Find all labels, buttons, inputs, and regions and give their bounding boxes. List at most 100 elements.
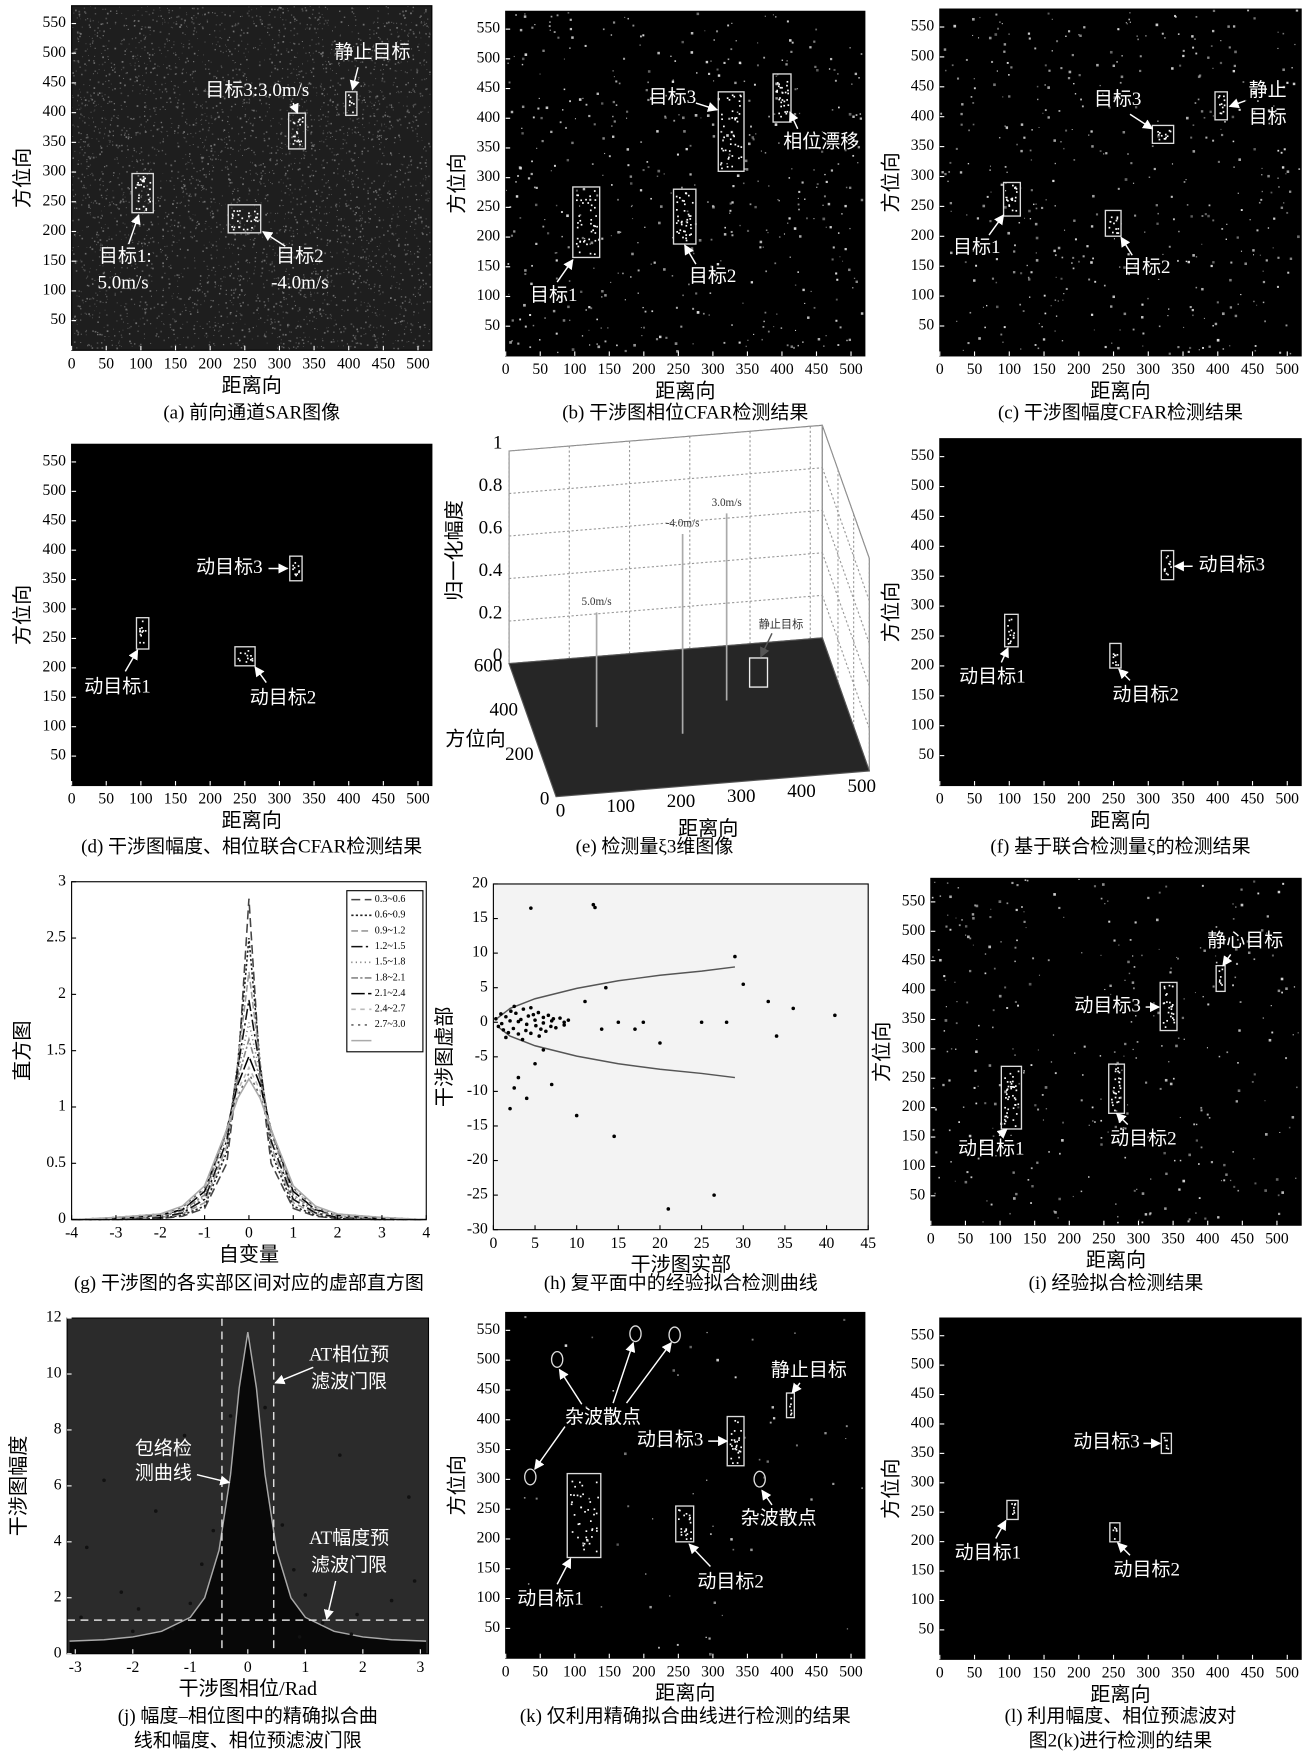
noise-dot (95, 48, 96, 49)
noise-dot (284, 28, 286, 30)
noise-dot (418, 313, 419, 314)
noise-dot (273, 306, 275, 308)
noise-dot (340, 242, 341, 243)
target-dot (592, 229, 594, 231)
noise-dot (750, 126, 752, 128)
noise-dot (145, 130, 146, 131)
noise-dot (251, 150, 252, 151)
noise-dot (231, 244, 232, 245)
noise-dot (358, 79, 359, 80)
noise-dot (428, 333, 429, 334)
noise-dot (144, 50, 145, 51)
noise-dot (404, 333, 405, 334)
noise-dot (625, 299, 626, 300)
noise-dot (403, 320, 404, 321)
noise-dot (171, 225, 172, 226)
noise-dot (378, 249, 379, 250)
noise-dot (415, 37, 416, 38)
noise-dot (638, 269, 640, 271)
noise-dot (145, 312, 147, 314)
noise-dot (378, 138, 380, 140)
y-tick-label: 350 (43, 133, 67, 150)
noise-dot (426, 159, 427, 160)
y-tick-label: 550 (477, 20, 501, 37)
noise-dot (522, 106, 524, 108)
noise-dot (330, 80, 331, 81)
noise-dot (210, 187, 211, 188)
noise-dot (576, 190, 578, 192)
noise-dot (311, 142, 313, 144)
noise-dot (331, 280, 332, 281)
noise-dot (353, 8, 354, 9)
noise-dot (233, 245, 234, 246)
noise-dot (132, 156, 133, 157)
noise-dot (88, 206, 90, 208)
noise-dot (207, 277, 208, 278)
noise-dot (546, 106, 549, 109)
noise-dot (1111, 343, 1112, 344)
noise-dot (107, 48, 108, 49)
noise-dot (209, 321, 210, 322)
noise-dot (354, 214, 355, 215)
noise-dot (298, 321, 299, 322)
noise-dot (194, 260, 195, 261)
noise-dot (326, 197, 328, 199)
noise-dot (282, 334, 284, 336)
noise-dot (231, 207, 233, 209)
noise-dot (768, 116, 770, 118)
noise-dot (270, 158, 271, 159)
noise-dot (84, 11, 85, 12)
noise-dot (419, 248, 420, 249)
noise-dot (200, 275, 202, 277)
noise-dot (401, 324, 402, 325)
target-dot (139, 208, 141, 210)
noise-dot (374, 21, 375, 22)
noise-dot (424, 324, 426, 326)
noise-dot (413, 342, 415, 344)
noise-dot (1028, 33, 1030, 35)
noise-dot (418, 322, 419, 323)
noise-dot (269, 104, 270, 105)
noise-dot (85, 198, 86, 199)
noise-dot (93, 122, 94, 123)
noise-dot (87, 285, 88, 286)
noise-dot (82, 187, 83, 188)
noise-dot (309, 337, 310, 338)
noise-dot (1063, 148, 1064, 149)
noise-dot (125, 224, 126, 225)
target-dot (584, 240, 586, 242)
noise-dot (239, 294, 240, 295)
noise-dot (1157, 213, 1159, 215)
noise-dot (612, 136, 614, 138)
noise-dot (163, 340, 165, 342)
noise-dot (90, 185, 91, 186)
target-dot (250, 220, 252, 222)
target-dot (241, 217, 243, 219)
noise-dot (421, 222, 423, 224)
noise-dot (262, 20, 263, 21)
noise-dot (207, 269, 208, 270)
noise-dot (291, 72, 292, 73)
noise-dot (402, 11, 404, 13)
noise-dot (216, 24, 217, 25)
noise-dot (281, 346, 282, 347)
noise-dot (996, 306, 999, 309)
noise-dot (402, 302, 403, 303)
noise-dot (342, 126, 343, 127)
noise-dot (324, 186, 325, 187)
noise-dot (84, 177, 85, 178)
noise-dot (115, 24, 116, 25)
noise-dot (585, 309, 586, 310)
noise-dot (125, 197, 126, 198)
noise-dot (240, 35, 242, 37)
noise-dot (366, 269, 368, 271)
noise-dot (117, 302, 118, 303)
noise-dot (831, 169, 833, 171)
y-tick-label: 450 (477, 79, 501, 96)
noise-dot (1201, 110, 1203, 112)
noise-dot (423, 284, 424, 285)
y-tick-label: 350 (477, 139, 501, 156)
noise-dot (367, 309, 369, 311)
noise-dot (1116, 61, 1118, 63)
noise-dot (317, 329, 318, 330)
